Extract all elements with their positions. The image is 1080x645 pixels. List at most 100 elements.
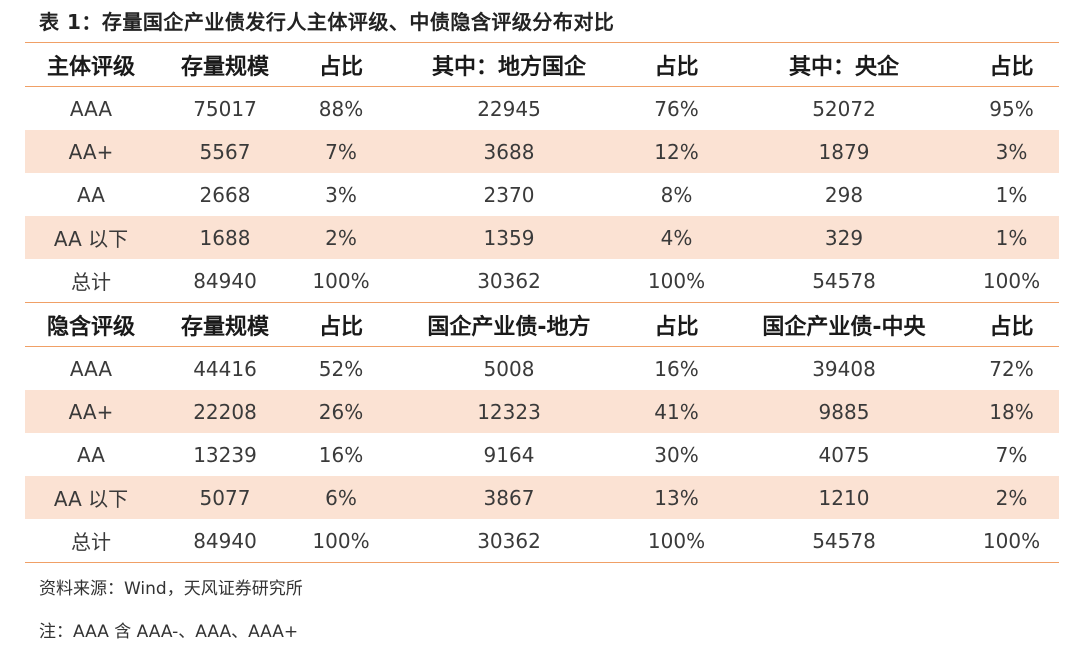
table-cell: 100% <box>312 268 370 293</box>
table-cell: 100% <box>964 519 1059 563</box>
table-cell: 5567 <box>157 130 293 173</box>
table-row: AA 以下 5077 6% 3867 13% 1210 2% <box>25 476 1059 519</box>
header-cell: 占比 <box>964 42 1059 87</box>
table-cell: 54578 <box>724 519 964 563</box>
table-cell: 9164 <box>483 442 535 467</box>
table-cell: 18% <box>964 390 1059 433</box>
total-row: 总计 84940 100% 30362 100% 54578 100% <box>25 519 1059 563</box>
footnote: 注：AAA 含 AAA-、AAA、AAA+ <box>39 622 299 642</box>
table-cell: 1359 <box>389 216 629 259</box>
table-cell: 3688 <box>389 130 629 173</box>
table-cell: 2668 <box>199 182 251 207</box>
table-cell: 2% <box>293 216 389 259</box>
table-cell: 88% <box>318 96 364 121</box>
table-cell: 76% <box>654 96 699 121</box>
table-cell: 5008 <box>483 356 535 381</box>
rating-distribution-table: 主体评级 存量规模 占比 其中：地方国企 占比 其中：央企 占比 AAA 750… <box>25 42 1059 563</box>
header-cell: 国企产业债-地方 <box>389 302 629 347</box>
table-cell: 3% <box>964 130 1059 173</box>
table-cell: 298 <box>824 182 864 207</box>
table-row: AA 以下 1688 2% 1359 4% 329 1% <box>25 216 1059 259</box>
table-row: AA 13239 16% 9164 30% 4075 7% <box>25 433 1059 476</box>
table-cell: AA <box>77 182 105 207</box>
table-cell: 54578 <box>812 268 876 293</box>
table-cell: 84940 <box>157 519 293 563</box>
table-cell: 7% <box>293 130 389 173</box>
table-cell: 16% <box>318 442 364 467</box>
table-cell: 100% <box>647 268 706 293</box>
header-cell: 国企产业债-中央 <box>724 302 964 347</box>
table-row: AA 2668 3% 2370 8% 298 1% <box>25 173 1059 216</box>
header-cell: 占比 <box>293 302 389 347</box>
header-cell: 占比 <box>293 42 389 87</box>
table-cell: 1% <box>995 182 1028 207</box>
implied-rating-header-row: 隐含评级 存量规模 占比 国企产业债-地方 占比 国企产业债-中央 占比 <box>25 302 1059 347</box>
table-cell: 9885 <box>724 390 964 433</box>
table-cell: 52072 <box>812 96 876 121</box>
table-cell: 22945 <box>477 96 541 121</box>
table-cell: 1210 <box>724 476 964 519</box>
header-cell: 其中：地方国企 <box>389 42 629 87</box>
table-cell: 41% <box>629 390 724 433</box>
table-cell: 329 <box>724 216 964 259</box>
table-cell: 95% <box>989 96 1034 121</box>
table-cell: 30% <box>654 442 699 467</box>
table-cell: 39408 <box>812 356 876 381</box>
table-cell: AA+ <box>25 130 157 173</box>
table-cell: 2370 <box>483 182 535 207</box>
table-row: AAA 44416 52% 5008 16% 39408 72% <box>25 347 1059 391</box>
table-cell: 30362 <box>477 268 541 293</box>
table-cell: AA <box>77 442 105 467</box>
table-cell: 30362 <box>389 519 629 563</box>
header-cell: 存量规模 <box>157 42 293 87</box>
table-cell: 5077 <box>157 476 293 519</box>
table-cell: AA 以下 <box>25 216 157 259</box>
table-title: 表 1：存量国企产业债发行人主体评级、中债隐含评级分布对比 <box>39 10 615 34</box>
table-cell: 16% <box>654 356 699 381</box>
table-cell: 3% <box>325 182 357 207</box>
table-cell: 1% <box>964 216 1059 259</box>
source-note: 资料来源：Wind，天风证券研究所 <box>39 579 303 599</box>
table-cell: 75017 <box>193 96 257 121</box>
table-cell: 1688 <box>157 216 293 259</box>
table-cell: 84940 <box>193 268 257 293</box>
header-cell: 占比 <box>629 302 724 347</box>
header-cell: 存量规模 <box>157 302 293 347</box>
table-cell: 13239 <box>193 442 257 467</box>
table-cell: 8% <box>660 182 693 207</box>
header-cell: 主体评级 <box>25 42 157 87</box>
header-cell: 占比 <box>629 42 724 87</box>
table-cell: 100% <box>982 268 1041 293</box>
table-cell: 44416 <box>193 356 257 381</box>
table-cell: 12323 <box>389 390 629 433</box>
table-cell: 52% <box>318 356 364 381</box>
table-cell: 6% <box>293 476 389 519</box>
table-cell: 7% <box>995 442 1028 467</box>
table-cell: 总计 <box>25 519 157 563</box>
table-cell: 3867 <box>389 476 629 519</box>
total-row: 总计 84940 100% 30362 100% 54578 100% <box>25 259 1059 303</box>
table-cell: 2% <box>964 476 1059 519</box>
table-cell: 4% <box>629 216 724 259</box>
table-cell: 100% <box>293 519 389 563</box>
table-row: AAA 75017 88% 22945 76% 52072 95% <box>25 87 1059 131</box>
table-cell: 1879 <box>724 130 964 173</box>
table-cell: 22208 <box>157 390 293 433</box>
table-cell: 13% <box>629 476 724 519</box>
issuer-rating-header-row: 主体评级 存量规模 占比 其中：地方国企 占比 其中：央企 占比 <box>25 42 1059 87</box>
table-cell: 总计 <box>71 270 111 294</box>
table-cell: 4075 <box>818 442 870 467</box>
table-cell: AAA <box>69 96 113 121</box>
header-cell: 隐含评级 <box>25 302 157 347</box>
table-cell: AA 以下 <box>25 476 157 519</box>
table-row: AA+ 22208 26% 12323 41% 9885 18% <box>25 390 1059 433</box>
table-cell: 100% <box>629 519 724 563</box>
table-cell: 26% <box>293 390 389 433</box>
header-cell: 其中：央企 <box>724 42 964 87</box>
table-row: AA+ 5567 7% 3688 12% 1879 3% <box>25 130 1059 173</box>
table-cell: 12% <box>629 130 724 173</box>
table-cell: 72% <box>989 356 1034 381</box>
table-cell: AA+ <box>25 390 157 433</box>
header-cell: 占比 <box>964 302 1059 347</box>
table-cell: AAA <box>69 356 113 381</box>
